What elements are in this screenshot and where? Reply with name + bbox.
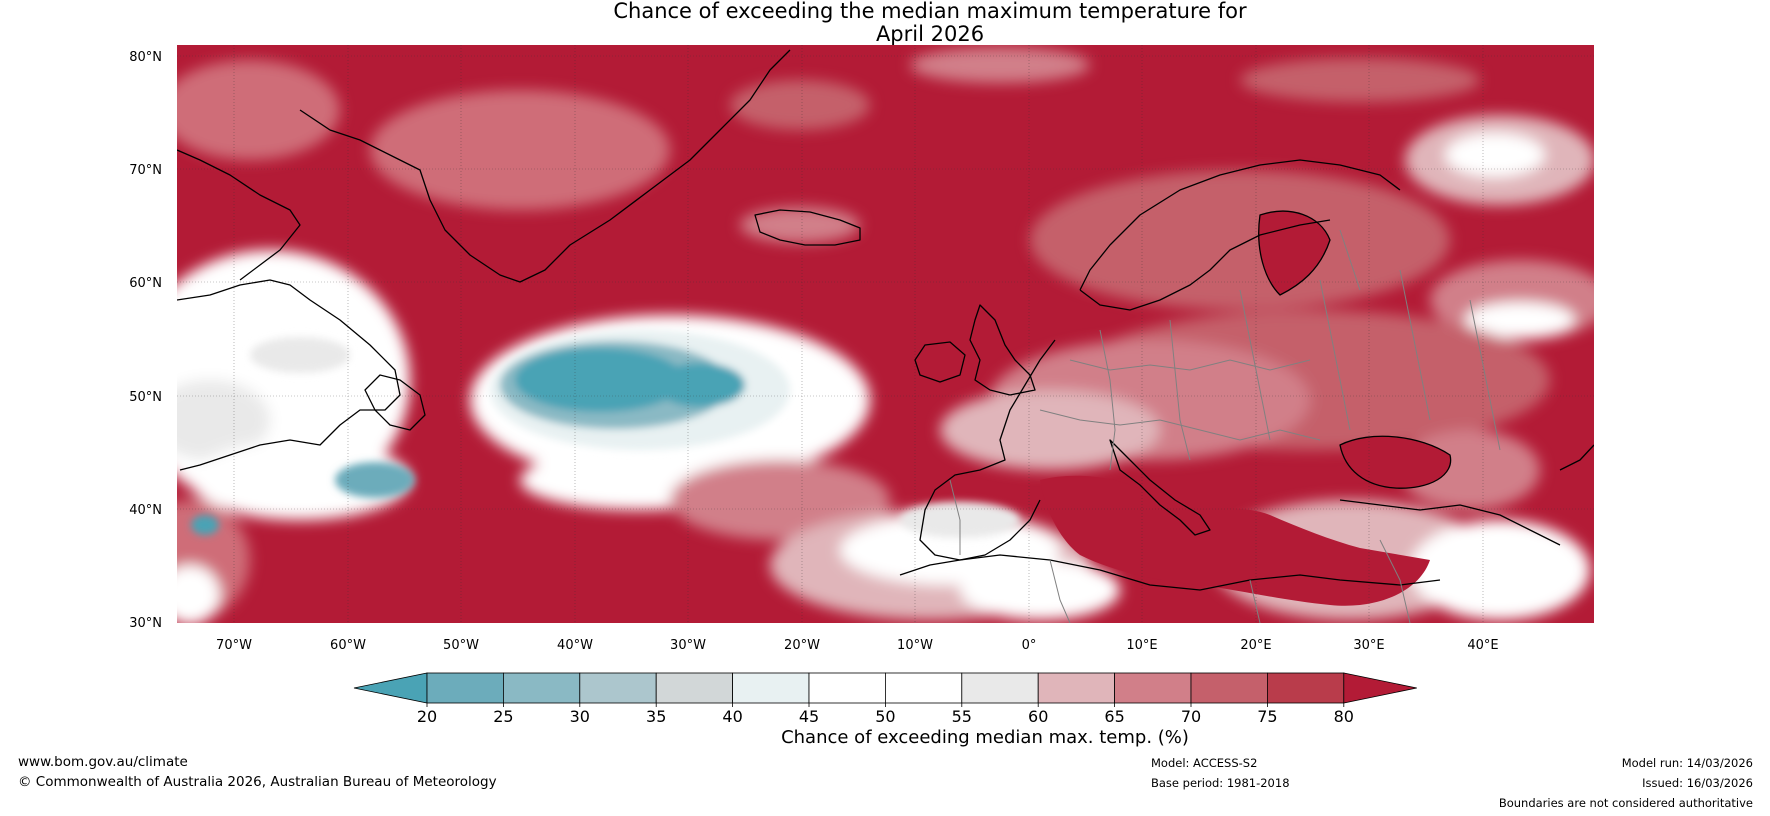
- newfoundland-coast: [364, 374, 426, 431]
- lon-label-30w: 30°W: [670, 638, 706, 653]
- colorbar-segment: [732, 672, 810, 704]
- field-anomalies: [177, 47, 1594, 623]
- colorbar-segment: [961, 672, 1039, 704]
- colorbar-tick-label: 25: [493, 707, 513, 726]
- black-sea-coast: [1339, 435, 1452, 489]
- europe-west-coast: [919, 339, 1056, 561]
- colorbar-segment: [579, 672, 657, 704]
- colorbar-tick-label: 50: [875, 707, 895, 726]
- colorbar-segment: [655, 672, 734, 704]
- colorbar-tick-label: 35: [646, 707, 666, 726]
- field-cool-core: [191, 330, 1020, 538]
- lat-label-40n: 40°N: [129, 503, 162, 518]
- lon-label-40w: 40°W: [557, 638, 593, 653]
- colorbar-tick-label: 80: [1334, 707, 1354, 726]
- italy-coast: [1109, 439, 1211, 536]
- colorbar-segment: [808, 672, 886, 704]
- lon-label-70w: 70°W: [216, 638, 252, 653]
- lon-label-40e: 40°E: [1467, 638, 1498, 653]
- lat-label-50n: 50°N: [129, 390, 162, 405]
- longitude-labels: 70°W 60°W 50°W 40°W 30°W 20°W 10°W 0° 10…: [216, 638, 1499, 653]
- colorbar-segment: [885, 672, 963, 704]
- greenland-coast: [299, 49, 791, 283]
- norway-coast: [1079, 159, 1401, 311]
- probability-field: [177, 45, 1594, 623]
- website-text: www.bom.gov.au/climate: [18, 754, 188, 770]
- lon-label-10w: 10°W: [897, 638, 933, 653]
- map-title: Chance of exceeding the median maximum t…: [0, 0, 1770, 46]
- colorbar-tick-label: 75: [1257, 707, 1277, 726]
- colorbar-tick-label: 55: [952, 707, 972, 726]
- colorbar-tick-label: 65: [1104, 707, 1124, 726]
- colorbar-segment: [426, 672, 504, 704]
- lat-label-30n: 30°N: [129, 616, 162, 631]
- colorbar-tick-label: 60: [1028, 707, 1048, 726]
- colorbar-label: Chance of exceeding median max. temp. (%…: [781, 727, 1189, 748]
- latitude-labels: 80°N 70°N 60°N 50°N 40°N 30°N: [129, 50, 162, 631]
- title-line-2: April 2026: [875, 22, 985, 46]
- lon-label-10e: 10°E: [1126, 638, 1157, 653]
- colorbar-tick-label: 30: [570, 707, 590, 726]
- base-period-text: Base period: 1981-2018: [1151, 776, 1290, 790]
- colorbar-segment: [1190, 672, 1268, 704]
- lon-label-20w: 20°W: [784, 638, 820, 653]
- iceland-coast: [754, 209, 861, 246]
- britain-coast: [969, 304, 1036, 396]
- colorbar-tick-label: 45: [799, 707, 819, 726]
- colorbar-tick-label: 40: [722, 707, 742, 726]
- colorbar: 20 25 30 35 40 45 50 55 60 65 70 75 80: [353, 672, 1417, 726]
- copyright-text: © Commonwealth of Australia 2026, Austra…: [18, 774, 497, 790]
- title-line-1: Chance of exceeding the median maximum t…: [613, 0, 1247, 23]
- model-text: Model: ACCESS-S2: [1151, 756, 1258, 770]
- lat-label-70n: 70°N: [129, 163, 162, 178]
- lat-label-80n: 80°N: [129, 50, 162, 65]
- lon-label-20e: 20°E: [1240, 638, 1271, 653]
- disclaimer-text: Boundaries are not considered authoritat…: [1498, 796, 1753, 810]
- country-borders: [949, 229, 1501, 623]
- colorbar-arrow-high: [1343, 672, 1417, 704]
- sea-patches: [1040, 211, 1451, 606]
- model-run-text: Model run: 14/03/2026: [1621, 756, 1753, 770]
- baltic-coast: [1258, 210, 1331, 296]
- colorbar-segment: [1114, 672, 1192, 704]
- labrador-coast: [177, 279, 401, 471]
- colorbar-segment: [1267, 672, 1345, 704]
- turkey-coast: [1339, 444, 1594, 546]
- colorbar-arrow-low: [353, 672, 428, 704]
- colorbar-tick-label: 20: [417, 707, 437, 726]
- ireland-coast: [914, 341, 966, 383]
- lon-label-30e: 30°E: [1353, 638, 1384, 653]
- colorbar-tick-label: 70: [1181, 707, 1201, 726]
- lat-label-60n: 60°N: [129, 276, 162, 291]
- lon-label-60w: 60°W: [330, 638, 366, 653]
- coastlines: [177, 49, 1594, 591]
- north-africa-coast: [899, 554, 1441, 591]
- lon-label-0: 0°: [1022, 638, 1037, 653]
- baffin-coast: [177, 149, 301, 281]
- graticule: [177, 45, 1594, 623]
- lon-label-50w: 50°W: [443, 638, 479, 653]
- colorbar-segment: [1037, 672, 1115, 704]
- colorbar-segment: [502, 672, 581, 704]
- issued-text: Issued: 16/03/2026: [1642, 776, 1753, 790]
